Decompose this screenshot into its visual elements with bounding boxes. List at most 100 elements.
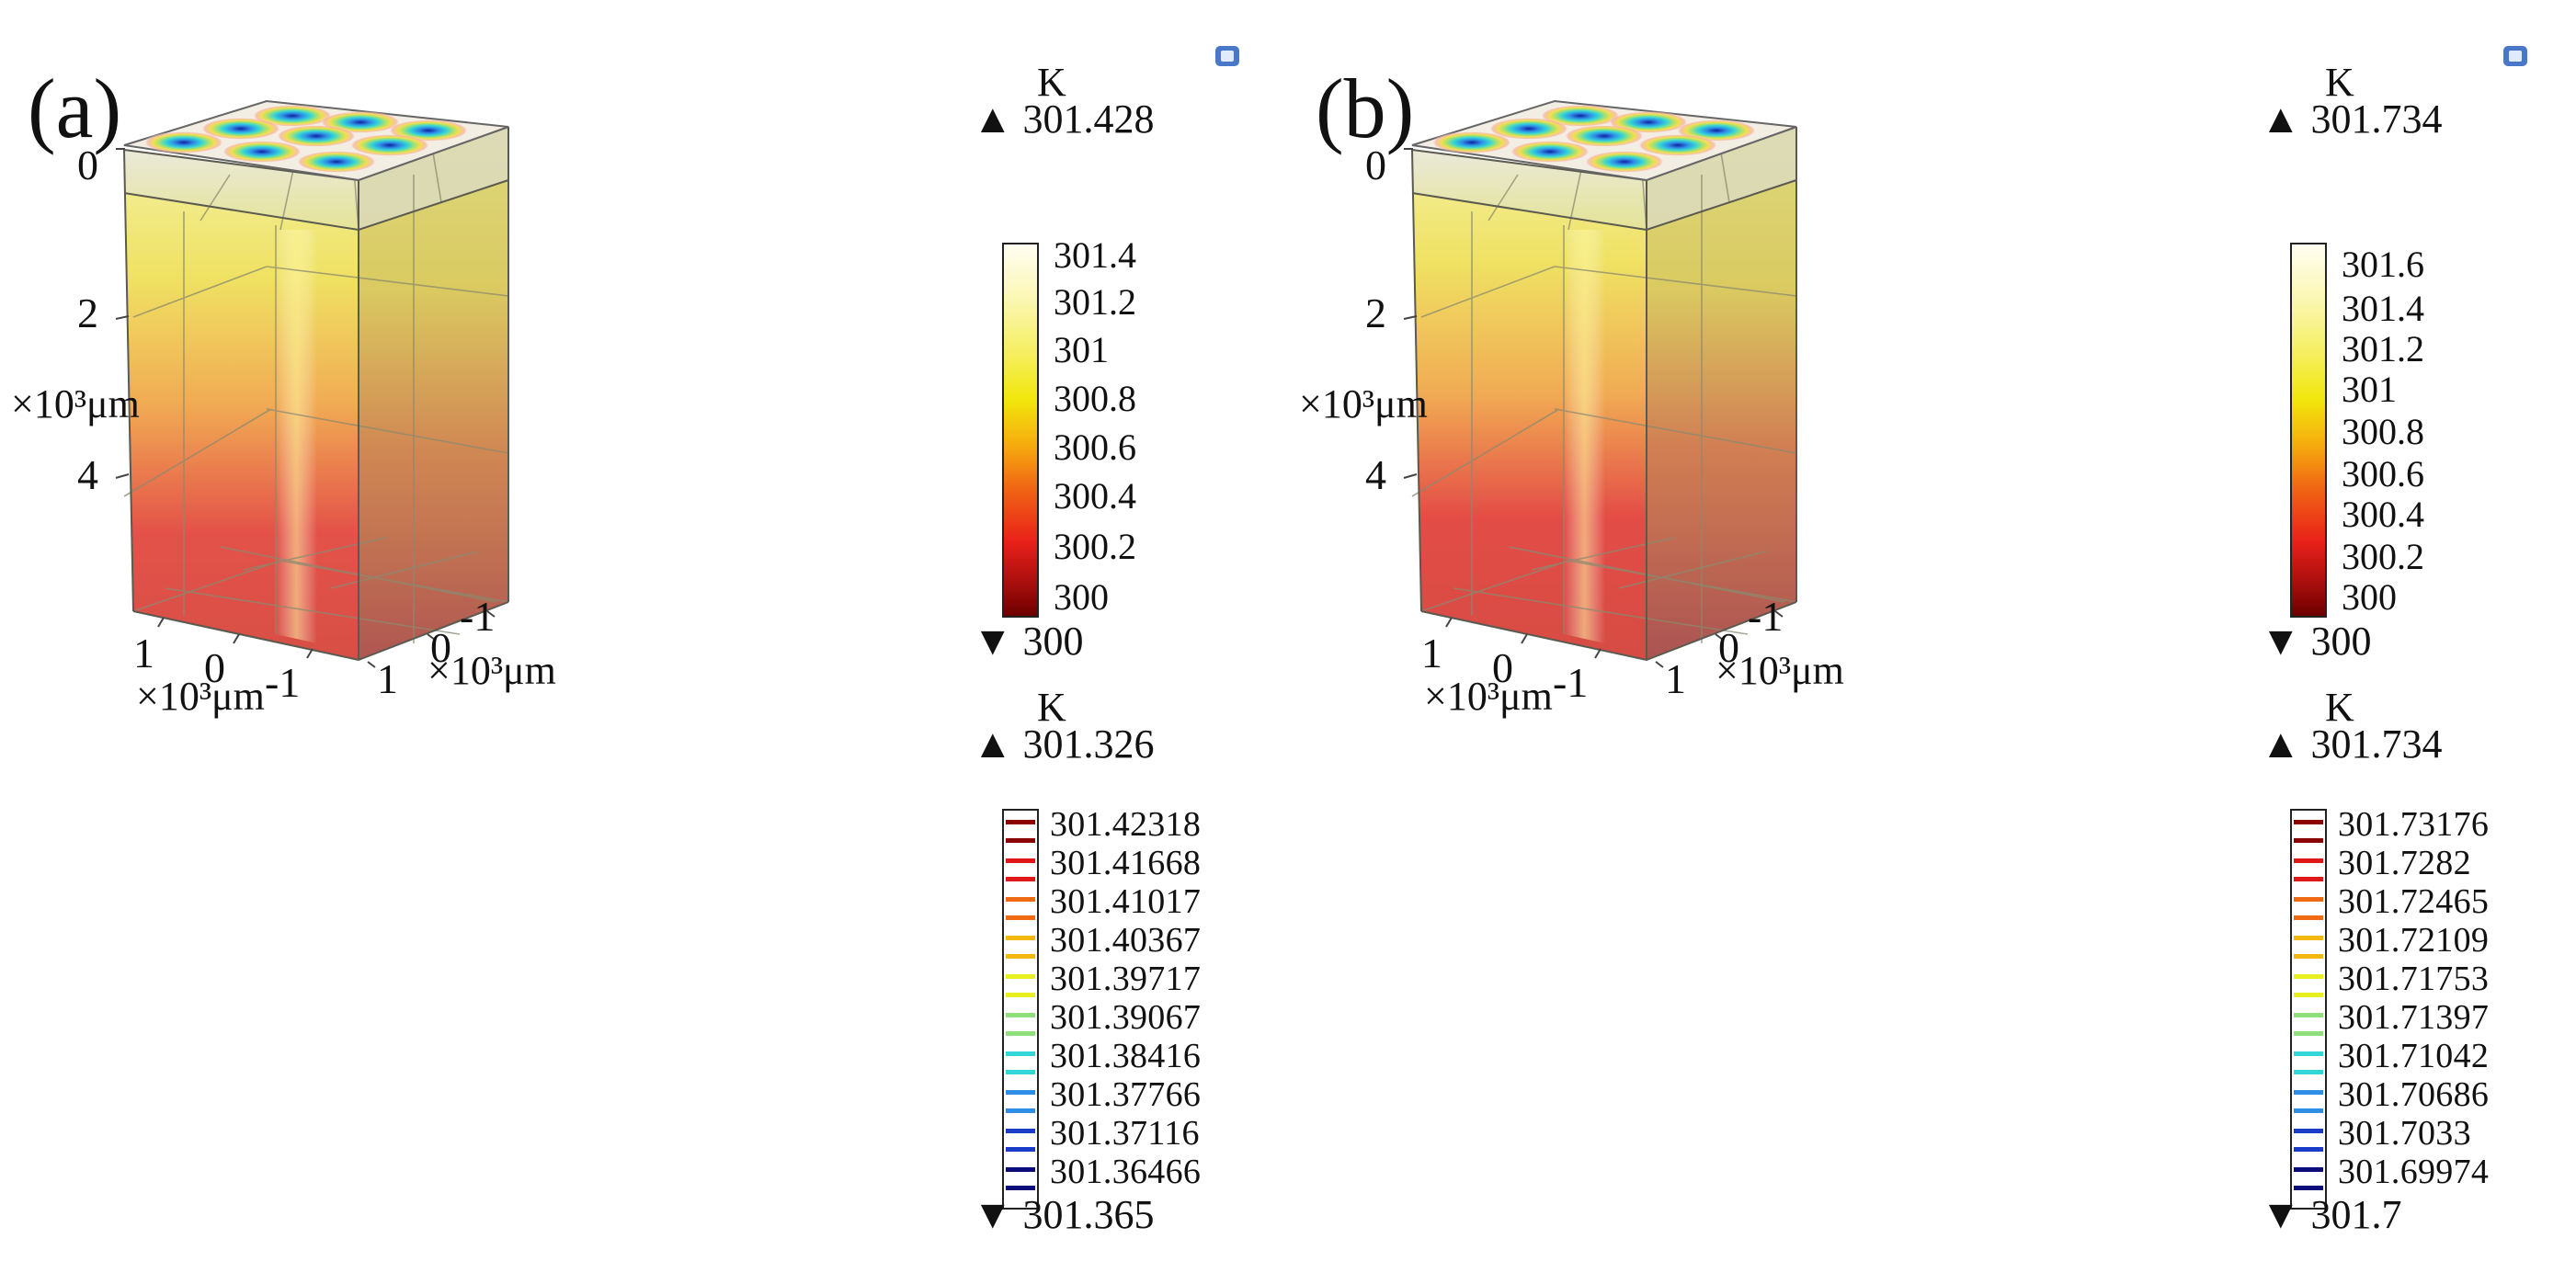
contour-swatch — [1006, 1167, 1035, 1172]
panel-a: (a) — [11, 46, 1239, 1237]
contour-swatch — [1006, 915, 1035, 920]
top-layer-side — [1647, 127, 1796, 230]
v-axis-tick-0: 0 — [1365, 142, 1386, 188]
contour-swatch — [2294, 1129, 2323, 1133]
contour-swatch — [2294, 993, 2323, 997]
surface-legend-min: ▼ 300 — [973, 619, 1084, 664]
heat-spots — [143, 105, 469, 173]
contour-swatch — [1006, 858, 1035, 863]
contour-legend-label: 301.70686 — [2338, 1075, 2490, 1114]
block-side-face — [1647, 127, 1796, 660]
front-axis-tick-neg1: -1 — [265, 659, 301, 706]
panel-label: (a) — [28, 62, 122, 155]
surface-legend-label: 301.6 — [2342, 244, 2424, 285]
v-axis-tick-4: 4 — [77, 451, 98, 498]
contour-legend-label: 301.7033 — [2338, 1114, 2471, 1153]
contour-swatch — [1006, 954, 1035, 959]
contour-legend-label: 301.71397 — [2338, 998, 2490, 1037]
v-axis-tick-0: 0 — [77, 142, 98, 188]
contour-swatch — [2294, 936, 2323, 940]
contour-swatch — [1006, 877, 1035, 881]
contour-legend-unit: K — [1037, 685, 1066, 730]
surface-legend-label: 300.6 — [2342, 453, 2424, 494]
front-axis-title: ×10³μm — [1424, 674, 1553, 719]
contour-swatch — [2294, 1070, 2323, 1074]
top-layer-side — [359, 127, 508, 230]
contour-swatch — [2294, 1013, 2323, 1017]
contour-swatch — [2294, 820, 2323, 824]
contour-legend-label: 301.69974 — [2338, 1153, 2490, 1191]
front-axis-title: ×10³μm — [136, 674, 265, 719]
contour-swatch — [2294, 954, 2323, 959]
side-axis-tick-1: 1 — [1665, 655, 1686, 702]
inner-glow — [276, 230, 317, 643]
v-axis-title: ×10³μm — [1299, 381, 1428, 426]
contour-legend-label: 301.41668 — [1050, 844, 1202, 882]
contour-swatch — [1006, 1013, 1035, 1017]
contour-swatch — [2294, 1167, 2323, 1172]
contour-swatch — [1006, 1090, 1035, 1095]
surface-legend-label: 301.4 — [2342, 288, 2424, 329]
contour-swatch — [1006, 897, 1035, 902]
contour-colorbar — [1002, 809, 1039, 1210]
surface-legend-max: ▲ 301.428 — [973, 97, 1155, 142]
contour-swatch — [1006, 936, 1035, 940]
contour-legend-label: 301.72109 — [2338, 921, 2490, 960]
contour-legend-label: 301.37766 — [1050, 1075, 1202, 1114]
side-axis-tick-neg1: -1 — [1748, 593, 1784, 640]
v-axis-tick-2: 2 — [1365, 290, 1386, 336]
surface-legend-unit: K — [2325, 60, 2354, 105]
v-axis-tick-4: 4 — [1365, 451, 1386, 498]
block-front-face — [1412, 150, 1647, 660]
3d-block-plot — [1403, 46, 2527, 668]
heat-spots — [1431, 105, 1757, 173]
contour-legend-label: 301.72465 — [2338, 882, 2490, 921]
contour-swatch — [2294, 1147, 2323, 1152]
front-axis-tick-0: 0 — [1492, 644, 1513, 691]
side-axis-tick-0: 0 — [430, 624, 451, 671]
top-layer-front — [124, 150, 359, 230]
top-layer-front — [1412, 150, 1647, 230]
contour-legend-label: 301.41017 — [1050, 882, 1202, 921]
panel-b: (b) — [1288, 0, 2576, 1284]
contour-swatch — [2294, 1090, 2323, 1095]
surface-legend-label: 301.4 — [1054, 234, 1136, 276]
contour-swatch — [2294, 858, 2323, 863]
surface-legend-label: 300.4 — [1054, 475, 1136, 517]
contour-legend-label: 301.39717 — [1050, 960, 1202, 998]
surface-legend-label: 300.8 — [1054, 378, 1136, 419]
contour-legend-min: ▼ 301.7 — [2261, 1192, 2402, 1237]
contour-swatch — [2294, 838, 2323, 843]
block-side-face — [359, 127, 508, 660]
contour-swatch — [2294, 897, 2323, 902]
front-axis-tick-1: 1 — [133, 630, 154, 676]
front-axis-tick-0: 0 — [204, 644, 225, 691]
contour-swatch — [1006, 1031, 1035, 1036]
contour-swatch — [2294, 1051, 2323, 1056]
contour-legend-min: ▼ 301.365 — [973, 1192, 1155, 1237]
surface-legend-label: 300.2 — [2342, 536, 2424, 577]
surface-legend-max: ▲ 301.734 — [2261, 97, 2443, 142]
v-axis-title: ×10³μm — [11, 381, 140, 426]
3d-block-plot — [115, 46, 1239, 668]
contour-swatch — [1006, 1147, 1035, 1152]
contour-swatch — [2294, 877, 2323, 881]
front-axis-tick-neg1: -1 — [1553, 659, 1589, 706]
surface-legend-label: 300.8 — [2342, 411, 2424, 452]
front-axis-tick-1: 1 — [1421, 630, 1442, 676]
contour-swatch — [1006, 974, 1035, 979]
surface-legend-label: 301 — [1054, 329, 1109, 370]
contour-legend-label: 301.40367 — [1050, 921, 1202, 960]
contour-swatch — [2294, 1031, 2323, 1036]
surface-colorbar — [1002, 243, 1039, 618]
surface-legend-label: 300.2 — [1054, 526, 1136, 567]
contour-legend-label: 301.7282 — [2338, 844, 2471, 882]
contour-legend-label: 301.36466 — [1050, 1153, 1202, 1191]
contour-swatch — [1006, 1051, 1035, 1056]
side-axis-tick-neg1: -1 — [460, 593, 496, 640]
side-axis-title: ×10³μm — [1715, 648, 1844, 693]
contour-legend-label: 301.37116 — [1050, 1114, 1200, 1153]
contour-swatch — [1006, 1186, 1035, 1190]
v-axis-tick-2: 2 — [77, 290, 98, 336]
inner-glow — [1564, 230, 1605, 643]
